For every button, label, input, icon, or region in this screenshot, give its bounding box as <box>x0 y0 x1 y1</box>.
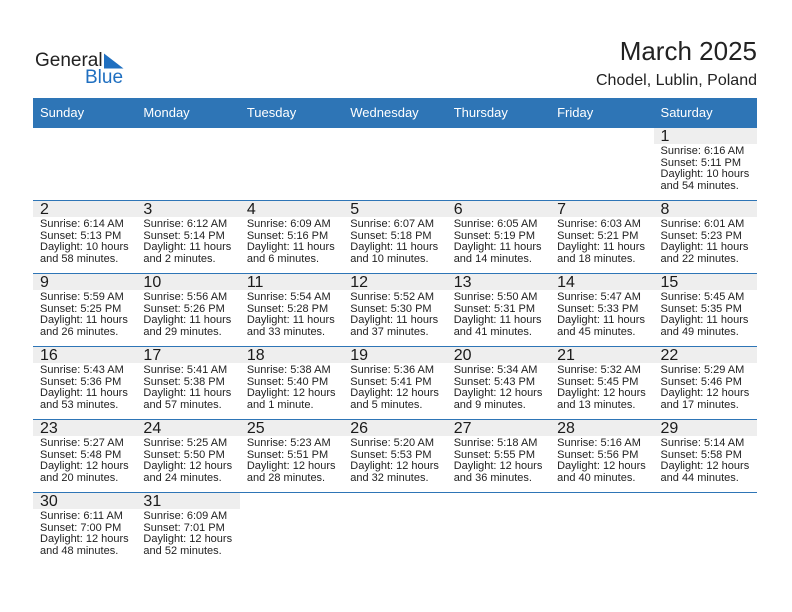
svg-text:Blue: Blue <box>85 67 123 88</box>
